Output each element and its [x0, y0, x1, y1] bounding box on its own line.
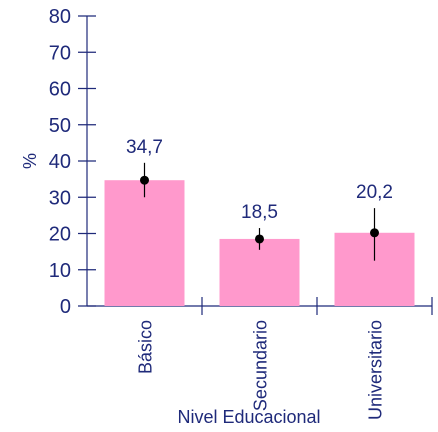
y-tick-label: 0 [60, 296, 71, 318]
y-tick-label: 20 [49, 224, 71, 246]
bar-1 [104, 180, 185, 306]
y-tick-label: 80 [49, 6, 71, 28]
data-label-1: 34,7 [126, 137, 163, 158]
y-tick-label: 30 [49, 187, 71, 209]
data-label-3: 20,2 [356, 182, 393, 203]
x-axis-title: Nivel Educacional [177, 407, 320, 427]
category-label-2: Secundario [251, 320, 271, 411]
data-point-3 [370, 228, 379, 238]
bar-2 [219, 238, 300, 306]
y-axis-title: % [20, 153, 40, 169]
data-point-1 [140, 175, 149, 185]
y-tick-label: 70 [49, 42, 71, 64]
y-tick-label: 50 [49, 115, 71, 137]
category-label-1: Básico [136, 320, 156, 374]
data-label-2: 18,5 [241, 202, 278, 223]
category-label-3: Universitario [366, 320, 386, 420]
axes: 0 10 20 30 40 50 60 70 80 [49, 6, 433, 318]
y-tick-label: 40 [49, 151, 71, 173]
data-point-2 [255, 234, 264, 244]
bars: 34,7 Básico 18,5 Secundario 20,2 Universitari… [104, 137, 415, 420]
y-tick-label: 60 [49, 79, 71, 101]
y-tick-label: 10 [49, 260, 71, 282]
